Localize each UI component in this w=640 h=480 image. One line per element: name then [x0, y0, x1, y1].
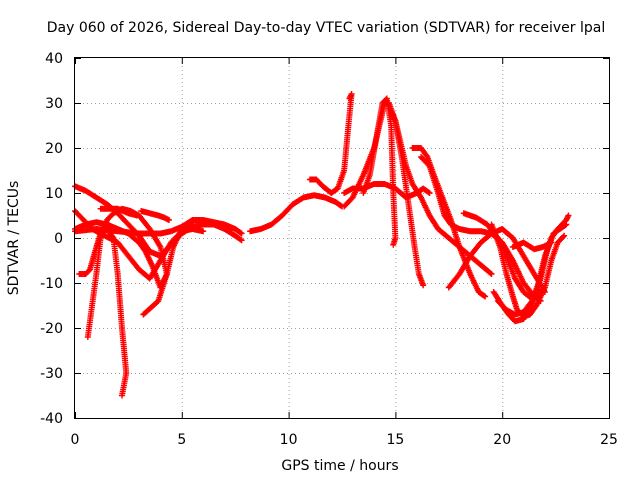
series-track-13 [360, 95, 399, 248]
data-series [72, 91, 572, 399]
data-point [488, 271, 495, 277]
data-point [561, 232, 568, 239]
data-point [420, 282, 427, 289]
x-tick-label: 10 [280, 432, 298, 448]
y-axis-title: SDTVAR / TECUs [6, 181, 22, 296]
data-point [426, 190, 433, 196]
series-track-9 [247, 192, 345, 235]
series-track-8 [72, 217, 245, 237]
x-tick-label: 5 [177, 432, 186, 448]
data-point [238, 230, 245, 237]
data-point [238, 237, 245, 244]
data-point [560, 233, 567, 240]
data-point [165, 217, 172, 223]
data-point [481, 292, 488, 299]
series-track-6 [97, 205, 140, 219]
data-point [548, 239, 555, 246]
series-track-7 [138, 208, 172, 223]
y-tick-label: 30 [45, 96, 63, 112]
data-point [109, 233, 116, 240]
x-axis-title: GPS time / hours [281, 458, 398, 474]
series-track-22 [509, 239, 555, 253]
data-point [425, 189, 432, 196]
data-point [133, 212, 140, 219]
data-point [390, 241, 397, 248]
y-tick-label: 10 [45, 186, 63, 202]
data-point [482, 293, 489, 300]
data-point [140, 311, 147, 318]
y-tick-label: 20 [45, 141, 63, 157]
data-point [200, 228, 207, 235]
x-tick-label: 15 [386, 432, 404, 448]
chart-title: Day 060 of 2026, Sidereal Day-to-day VTE… [47, 20, 605, 36]
data-point [237, 236, 244, 243]
series-track-10 [306, 91, 355, 196]
x-tick-label: 20 [493, 432, 511, 448]
y-tick-label: -30 [40, 366, 63, 382]
data-point [528, 299, 535, 306]
x-tick-label: 25 [600, 432, 618, 448]
plot-frame [74, 57, 610, 419]
data-point [237, 229, 244, 236]
data-point [487, 270, 494, 277]
series-track-21 [494, 212, 572, 318]
y-tick-label: 40 [45, 51, 63, 67]
y-tick-label: -40 [40, 411, 63, 427]
x-tick-label: 0 [71, 432, 80, 448]
series-track-14 [388, 109, 495, 277]
axis-ticks: 0 5 10 15 20 25 -40 -30 -20 -10 0 10 20 30 40 [40, 51, 618, 448]
data-point [141, 310, 148, 317]
data-point [346, 95, 353, 102]
y-tick-label: 0 [54, 231, 63, 247]
data-point [565, 212, 572, 219]
y-tick-label: -10 [40, 276, 63, 292]
data-point [118, 392, 125, 399]
y-tick-label: -20 [40, 321, 63, 337]
data-point [423, 152, 430, 159]
series-track-4 [76, 226, 130, 399]
